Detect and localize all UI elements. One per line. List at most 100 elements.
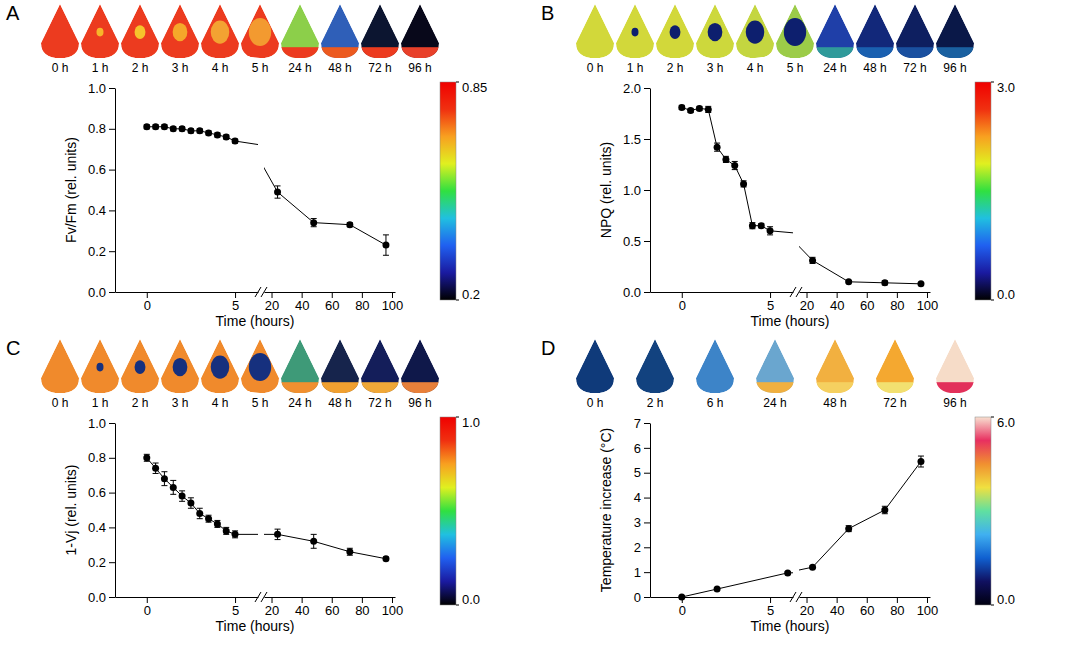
tick-label: 1.0 [88,416,106,431]
color-bar [440,417,456,605]
x-axis: 20406080100 [265,292,404,313]
image-label: 3 h [172,396,189,410]
leaf-body [281,4,319,58]
error-cap [188,497,194,498]
tick-mark [837,292,838,298]
leaf-fill [401,4,439,58]
leaf-body [696,339,734,393]
leaf-fill [241,339,279,393]
leaf-body [816,339,854,393]
tick: 0.8 [88,450,115,465]
tick-label: 1 [634,565,641,580]
tick-mark [644,139,650,140]
tick-label: 1.5 [623,132,641,147]
error-bar [749,223,755,229]
tick-mark [644,292,650,293]
tick: 0 [679,292,686,313]
tick: 5 [767,292,774,313]
data-point [214,131,221,138]
y-axis: 0.00.20.40.60.81.0 [88,81,116,300]
leaf-base [281,47,319,58]
tick-label: 7 [634,416,641,431]
color-bar [975,82,991,300]
colorbar-tick [456,605,459,606]
tick: 100 [917,292,939,313]
colorbar-tick [991,605,994,606]
tick: 0 [634,590,650,605]
tick-mark [837,597,838,603]
tick: 2 [634,540,650,555]
error-cap [732,169,738,170]
leaf-image: 3 h [696,4,734,75]
leaf-image: 0 h [576,339,614,410]
error-bar [197,508,203,518]
tick: 7 [634,416,650,431]
image-label: 24 h [823,61,846,75]
leaf-fill [816,4,854,58]
data-point [232,138,239,145]
axis-break [255,287,261,297]
tick-label: 0 [634,590,641,605]
image-label: 0 h [52,396,69,410]
error-cap [918,466,924,467]
x-axis-line [800,597,931,598]
error-bar [347,548,353,555]
error-cap [161,471,167,472]
leaf-spot [249,18,271,46]
image-label: 5 h [787,61,804,75]
tick: 0.2 [88,244,115,259]
error-cap [311,218,317,219]
tick: 1.0 [623,183,650,198]
y-axis-title: 1-Vj (rel. units) [63,464,79,555]
image-label: 0 h [587,61,604,75]
tick-label: 80 [355,603,369,618]
error-bar [275,186,281,198]
tick-label: 0.2 [88,555,106,570]
tick: 40 [830,597,844,618]
tick-mark [272,597,273,603]
tick-label: 0.2 [88,244,106,259]
data-point [809,564,816,571]
image-label: 4 h [212,396,229,410]
tick: 5 [232,292,239,313]
y-axis-line [115,424,116,598]
leaf-base [401,382,439,393]
data-point [223,527,230,534]
tick-label: 0.0 [88,590,106,605]
error-cap [179,501,185,502]
leaf-fill [776,4,814,58]
leaf-fill [161,339,199,393]
x-axis: 05 [116,597,259,618]
data-point [678,104,685,111]
image-label: 48 h [823,396,846,410]
tick-label: 1.0 [88,81,106,96]
tick-label: 20 [800,298,814,313]
leaf-fill [736,4,774,58]
x-axis: 05 [651,597,794,618]
data-point [214,520,221,527]
leaf-body [896,4,934,58]
image-label: 5 h [252,61,269,75]
data-point [687,107,694,114]
tick: 60 [325,597,339,618]
axis-break [261,287,267,297]
axis-break [255,592,261,602]
data-point [722,156,729,163]
leaf-image: 0 h [41,339,79,410]
tick: 60 [860,292,874,313]
leaf-base [361,47,399,58]
leaf-body [161,339,199,393]
tick: 0 [144,292,151,313]
tick-label: 2 [634,540,641,555]
leaf-image: 2 h [121,4,159,75]
tick-mark [362,292,363,298]
tick: 20 [800,292,814,313]
plot-area [799,456,924,597]
x-axis-line [651,597,794,598]
leaf-base [321,382,359,393]
tick: 1.0 [88,416,115,431]
y-axis-line [650,89,651,293]
y-axis: 0.00.51.01.52.0 [623,81,651,300]
x-axis-line [800,292,931,293]
tick-label: 0.8 [88,450,106,465]
